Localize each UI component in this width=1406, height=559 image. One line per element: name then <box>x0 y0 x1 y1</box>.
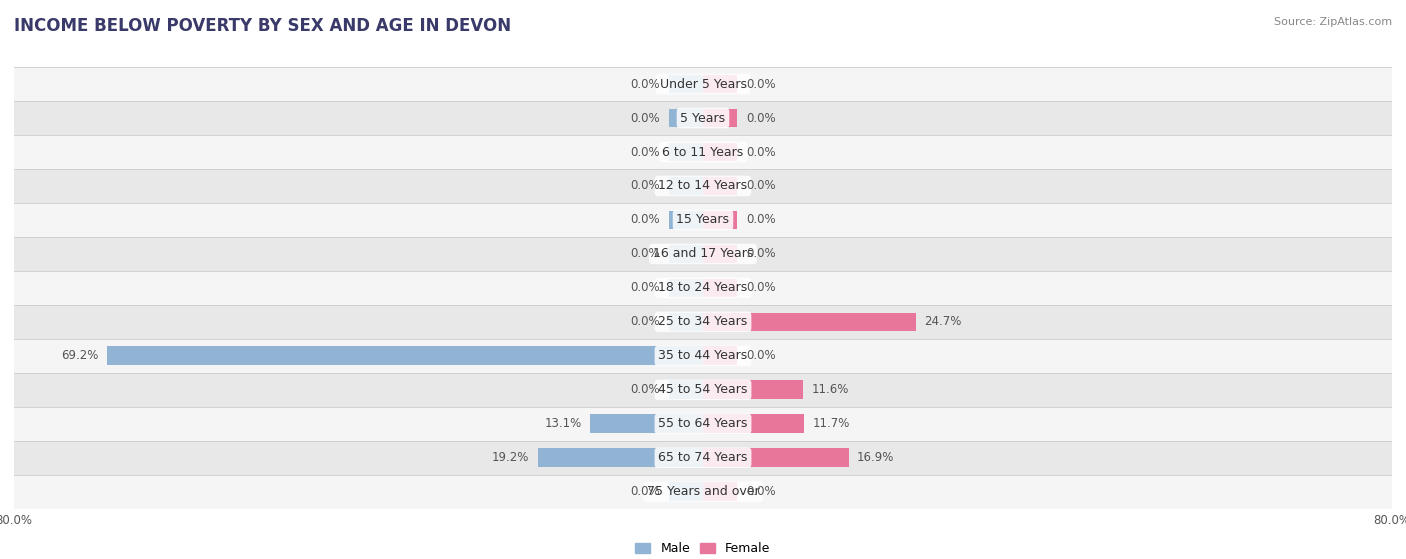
Text: 0.0%: 0.0% <box>630 248 659 260</box>
Bar <box>703 143 738 162</box>
Bar <box>669 211 703 229</box>
Text: 0.0%: 0.0% <box>630 485 659 498</box>
Text: Under 5 Years: Under 5 Years <box>659 78 747 91</box>
Text: 0.0%: 0.0% <box>747 214 776 226</box>
Text: 0.0%: 0.0% <box>747 281 776 295</box>
Legend: Male, Female: Male, Female <box>636 542 770 556</box>
Bar <box>107 347 703 365</box>
Text: 25 to 34 Years: 25 to 34 Years <box>658 315 748 328</box>
Bar <box>703 75 738 93</box>
Bar <box>14 407 1392 440</box>
Bar <box>703 211 738 229</box>
Bar <box>14 67 1392 101</box>
Text: 0.0%: 0.0% <box>630 112 659 125</box>
Bar <box>703 381 803 399</box>
Text: 6 to 11 Years: 6 to 11 Years <box>662 145 744 159</box>
Text: 12 to 14 Years: 12 to 14 Years <box>658 179 748 192</box>
Bar <box>703 245 738 263</box>
Bar <box>14 203 1392 237</box>
Text: 0.0%: 0.0% <box>630 214 659 226</box>
Text: 0.0%: 0.0% <box>747 78 776 91</box>
Text: Source: ZipAtlas.com: Source: ZipAtlas.com <box>1274 17 1392 27</box>
Bar <box>14 271 1392 305</box>
Text: 75 Years and over: 75 Years and over <box>647 485 759 498</box>
Bar <box>591 414 703 433</box>
Bar <box>669 278 703 297</box>
Text: 65 to 74 Years: 65 to 74 Years <box>658 451 748 464</box>
Bar <box>669 177 703 195</box>
Text: 0.0%: 0.0% <box>747 248 776 260</box>
Bar <box>669 245 703 263</box>
Text: 18 to 24 Years: 18 to 24 Years <box>658 281 748 295</box>
Text: 0.0%: 0.0% <box>630 145 659 159</box>
Text: 24.7%: 24.7% <box>924 315 962 328</box>
Text: 35 to 44 Years: 35 to 44 Years <box>658 349 748 362</box>
Text: 69.2%: 69.2% <box>60 349 98 362</box>
Bar <box>14 237 1392 271</box>
Bar <box>14 373 1392 407</box>
Bar <box>703 482 738 501</box>
Bar <box>14 135 1392 169</box>
Text: 0.0%: 0.0% <box>630 281 659 295</box>
Text: 0.0%: 0.0% <box>747 112 776 125</box>
Text: 19.2%: 19.2% <box>492 451 529 464</box>
Bar <box>669 75 703 93</box>
Bar <box>703 448 849 467</box>
Bar <box>703 414 804 433</box>
Bar <box>669 143 703 162</box>
Text: 0.0%: 0.0% <box>630 179 659 192</box>
Text: 0.0%: 0.0% <box>747 145 776 159</box>
Text: 13.1%: 13.1% <box>544 417 582 430</box>
Text: 0.0%: 0.0% <box>747 179 776 192</box>
Bar <box>14 339 1392 373</box>
Text: 0.0%: 0.0% <box>747 485 776 498</box>
Text: 0.0%: 0.0% <box>630 383 659 396</box>
Bar <box>669 381 703 399</box>
Text: 45 to 54 Years: 45 to 54 Years <box>658 383 748 396</box>
Bar <box>14 440 1392 475</box>
Text: 0.0%: 0.0% <box>630 78 659 91</box>
Bar <box>703 312 915 331</box>
Text: 16.9%: 16.9% <box>858 451 894 464</box>
Bar <box>703 177 738 195</box>
Text: INCOME BELOW POVERTY BY SEX AND AGE IN DEVON: INCOME BELOW POVERTY BY SEX AND AGE IN D… <box>14 17 512 35</box>
Bar <box>669 108 703 127</box>
Text: 16 and 17 Years: 16 and 17 Years <box>652 248 754 260</box>
Bar <box>14 101 1392 135</box>
Bar <box>703 347 738 365</box>
Bar <box>537 448 703 467</box>
Text: 55 to 64 Years: 55 to 64 Years <box>658 417 748 430</box>
Bar <box>14 305 1392 339</box>
Bar <box>703 278 738 297</box>
Text: 0.0%: 0.0% <box>747 349 776 362</box>
Text: 11.7%: 11.7% <box>813 417 849 430</box>
Bar <box>14 475 1392 509</box>
Text: 0.0%: 0.0% <box>630 315 659 328</box>
Bar <box>703 108 738 127</box>
Bar <box>14 169 1392 203</box>
Text: 11.6%: 11.6% <box>811 383 849 396</box>
Text: 15 Years: 15 Years <box>676 214 730 226</box>
Text: 5 Years: 5 Years <box>681 112 725 125</box>
Bar <box>669 312 703 331</box>
Bar <box>669 482 703 501</box>
